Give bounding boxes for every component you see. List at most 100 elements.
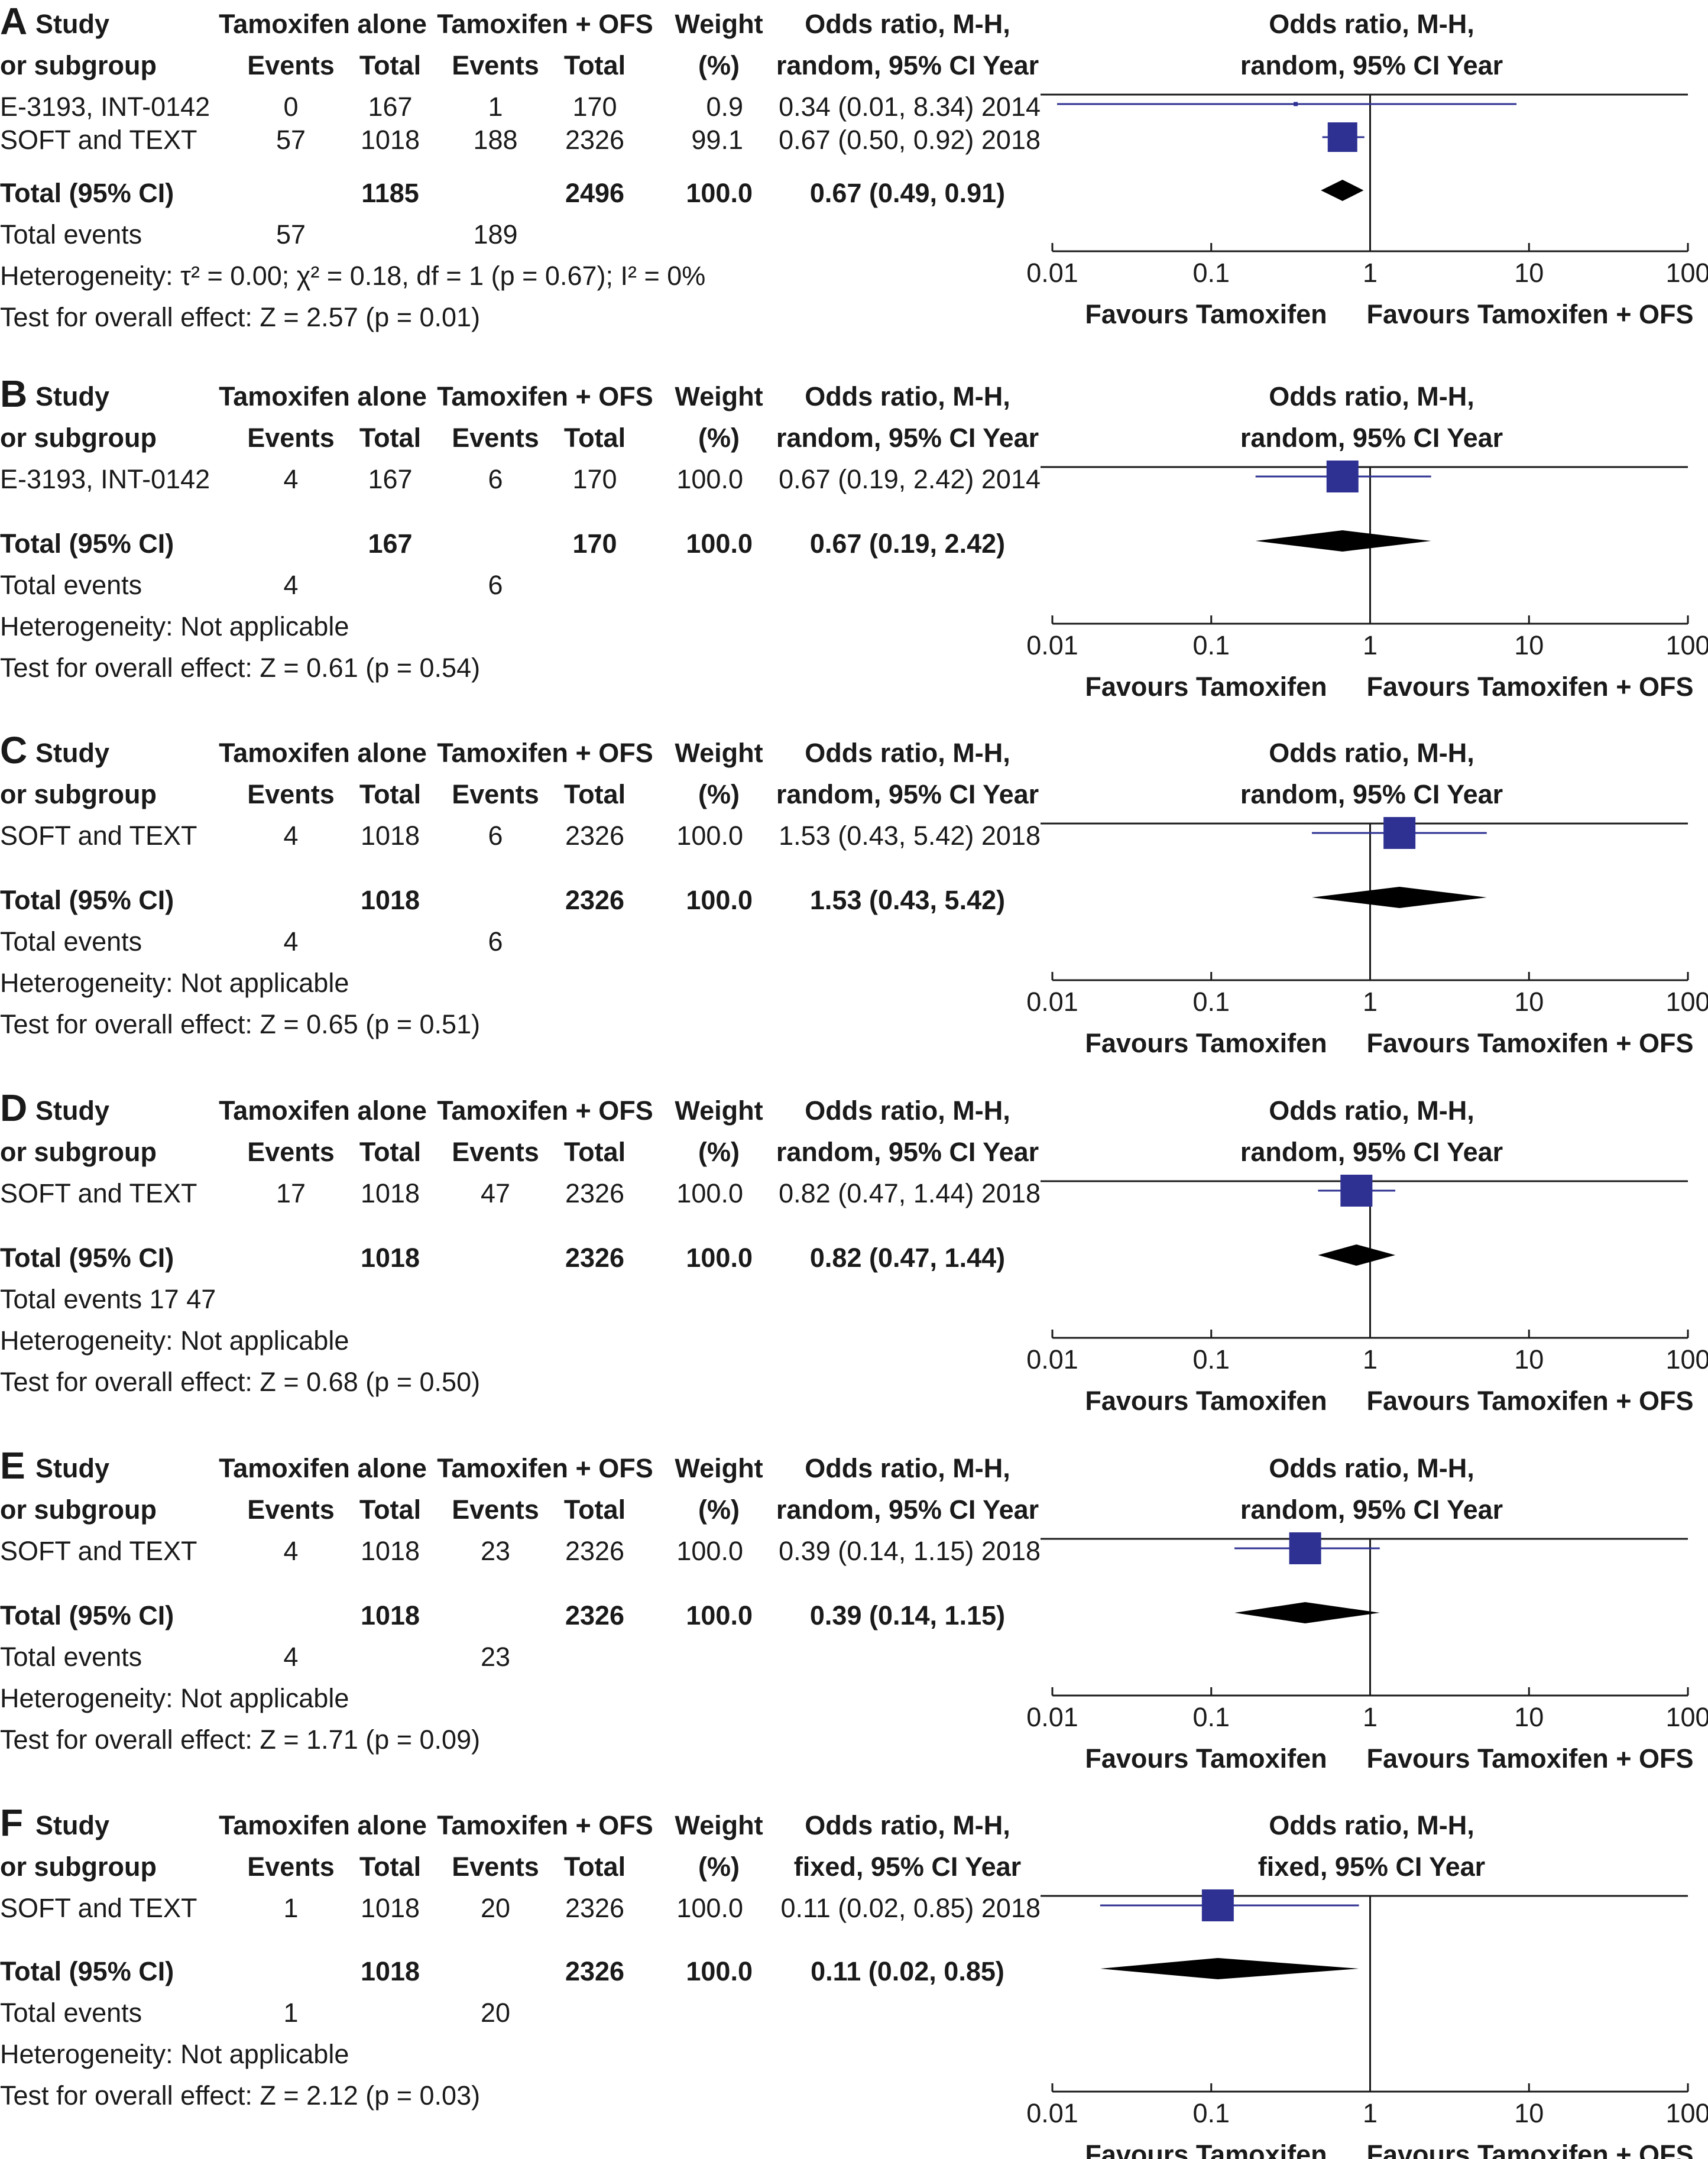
header-plot: Odds ratio, M-H, — [1269, 1095, 1474, 1126]
total-total-1: 167 — [368, 529, 413, 559]
x-tick-label: 0.1 — [1192, 1344, 1230, 1375]
study-total-2: 170 — [572, 92, 617, 122]
study-total-1: 1018 — [360, 1178, 420, 1208]
header-subgroup: or subgroup — [0, 423, 157, 453]
x-tick-label: 0.01 — [1026, 630, 1078, 660]
header-total-1: Total — [359, 1852, 422, 1882]
study-square — [1340, 1175, 1373, 1207]
header-group2: Tamoxifen + OFS — [437, 1810, 653, 1840]
pooled-diamond — [1100, 1958, 1359, 1979]
study-total-2: 2326 — [565, 125, 625, 155]
study-name: E-3193, INT-0142 — [0, 464, 210, 494]
heterogeneity-text: Heterogeneity: τ² = 0.00; χ² = 0.18, df … — [0, 261, 706, 291]
study-weight: 100.0 — [676, 464, 743, 494]
header-group1: Tamoxifen alone — [219, 1810, 427, 1840]
x-tick-label: 0.01 — [1026, 2098, 1078, 2128]
study-weight: 100.0 — [676, 821, 743, 851]
forest-panel-a: A Study or subgroup Tamoxifen alone Tamoxife… — [0, 0, 1708, 358]
header-events-1: Events — [247, 1852, 335, 1882]
total-label: Total (95% CI) — [0, 1600, 174, 1630]
forest-panel-b: B Study or subgroup Tamoxifen alone Tamoxife… — [0, 372, 1708, 730]
header-group1: Tamoxifen alone — [219, 1095, 427, 1126]
study-events-1: 0 — [283, 92, 299, 122]
total-events-1: 57 — [276, 219, 306, 249]
total-total-1: 1018 — [360, 885, 420, 915]
study-events-1: 4 — [283, 1536, 299, 1566]
total-or-ci: 0.11 (0.02, 0.85) — [811, 1956, 1004, 1986]
study-total-2: 2326 — [565, 821, 625, 851]
x-tick-label: 1 — [1363, 1344, 1378, 1375]
header-plot-method: random, 95% CI Year — [1240, 779, 1503, 809]
header-subgroup: or subgroup — [0, 50, 157, 80]
total-total-2: 170 — [572, 529, 617, 559]
total-events-label: Total events — [0, 570, 142, 600]
x-tick-label: 100 — [1665, 1344, 1708, 1375]
header-group2: Tamoxifen + OFS — [437, 1453, 653, 1483]
pooled-diamond — [1318, 1244, 1396, 1266]
header-plot-method: random, 95% CI Year — [1240, 1495, 1503, 1525]
x-tick-label: 100 — [1665, 630, 1708, 660]
total-events-label: Total events 17 47 — [0, 1284, 216, 1314]
header-or: Odds ratio, M-H, — [805, 1453, 1010, 1483]
study-total-2: 170 — [572, 464, 617, 494]
total-weight: 100.0 — [686, 1600, 753, 1630]
header-events-1: Events — [247, 1137, 335, 1167]
study-events-1: 57 — [276, 125, 306, 155]
header-total-2: Total — [563, 1852, 626, 1882]
total-total-1: 1018 — [360, 1243, 420, 1273]
overall-effect-text: Test for overall effect: Z = 2.12 (p = 0… — [0, 2080, 481, 2111]
study-total-1: 167 — [368, 464, 413, 494]
pooled-diamond — [1255, 530, 1431, 552]
header-total-1: Total — [359, 1495, 422, 1525]
study-square — [1289, 1532, 1321, 1564]
x-tick-label: 10 — [1514, 1702, 1544, 1732]
study-square — [1327, 122, 1357, 152]
total-events-label: Total events — [0, 926, 142, 957]
header-plot: Odds ratio, M-H, — [1269, 1453, 1474, 1483]
overall-effect-text: Test for overall effect: Z = 0.61 (p = 0… — [0, 653, 481, 683]
total-events-label: Total events — [0, 1998, 142, 2028]
header-or: Odds ratio, M-H, — [805, 381, 1010, 411]
forest-plot-svg: 0.01 0.1 1 10 100 Favours Tamoxifen Favours Ta… — [1026, 1889, 1708, 2159]
header-weight-unit: (%) — [698, 1852, 740, 1882]
total-events-2: 189 — [473, 219, 518, 249]
study-events-2: 1 — [488, 92, 503, 122]
header-subgroup: or subgroup — [0, 1495, 157, 1525]
panel-letter: F — [0, 1801, 24, 1844]
header-weight: Weight — [675, 738, 763, 768]
header-total-1: Total — [359, 423, 422, 453]
header-events-1: Events — [247, 1495, 335, 1525]
header-plot-method: random, 95% CI Year — [1240, 50, 1503, 80]
x-tick-label: 1 — [1363, 258, 1378, 288]
header-events-1: Events — [247, 423, 335, 453]
header-plot-method: random, 95% CI Year — [1240, 1137, 1503, 1167]
study-events-1: 1 — [283, 1893, 299, 1923]
forest-panel-f: F Study or subgroup Tamoxifen alone Tamoxife… — [0, 1801, 1708, 2159]
study-total-2: 2326 — [565, 1536, 625, 1566]
study-total-1: 1018 — [360, 125, 420, 155]
study-total-1: 1018 — [360, 1536, 420, 1566]
favours-right-label: Favours Tamoxifen + OFS — [1366, 672, 1693, 702]
forest-panel-d: D Study or subgroup Tamoxifen alone Tamoxife… — [0, 1087, 1708, 1444]
x-tick-label: 100 — [1665, 987, 1708, 1017]
study-total-2: 2326 — [565, 1893, 625, 1923]
header-or: Odds ratio, M-H, — [805, 1810, 1010, 1840]
total-total-2: 2326 — [565, 1243, 625, 1273]
header-study: Study — [35, 738, 110, 768]
header-study: Study — [35, 1810, 110, 1840]
total-label: Total (95% CI) — [0, 178, 174, 208]
study-weight: 100.0 — [676, 1178, 743, 1208]
total-events-label: Total events — [0, 1642, 142, 1672]
total-or-ci: 0.39 (0.14, 1.15) — [809, 1600, 1006, 1630]
study-or-ci: 0.67 (0.50, 0.92) 2018 — [779, 125, 1041, 155]
study-weight: 0.9 — [706, 92, 743, 122]
study-events-1: 4 — [283, 464, 299, 494]
favours-right-label: Favours Tamoxifen + OFS — [1366, 1386, 1693, 1416]
overall-effect-text: Test for overall effect: Z = 2.57 (p = 0… — [0, 302, 481, 332]
header-group2: Tamoxifen + OFS — [437, 9, 653, 39]
header-study: Study — [35, 9, 110, 39]
favours-left-label: Favours Tamoxifen — [1085, 1386, 1327, 1416]
study-name: SOFT and TEXT — [0, 821, 197, 851]
header-total-1: Total — [359, 779, 422, 809]
total-total-1: 1018 — [360, 1600, 420, 1630]
